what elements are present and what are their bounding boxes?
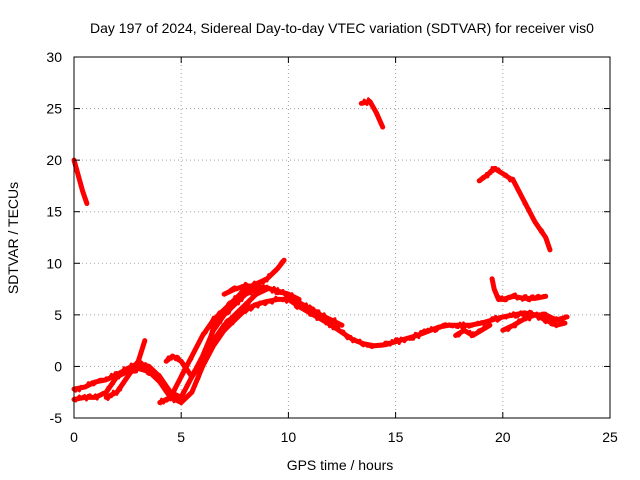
y-tick-label: 25 bbox=[46, 101, 62, 117]
series-noise-arc-3 bbox=[478, 165, 552, 251]
x-tick-label: 5 bbox=[177, 429, 185, 445]
series-noise-arc-13 bbox=[454, 322, 492, 339]
grid-lines bbox=[74, 57, 610, 418]
series-noise-arc-9 bbox=[209, 312, 222, 337]
x-tick-label: 20 bbox=[495, 429, 511, 445]
y-tick-label: 0 bbox=[54, 358, 62, 374]
chart-title: Day 197 of 2024, Sidereal Day-to-day VTE… bbox=[90, 20, 594, 36]
series-noise-arc-6 bbox=[104, 340, 147, 401]
y-tick-label: 30 bbox=[46, 49, 62, 65]
x-tick-label: 25 bbox=[602, 429, 618, 445]
y-tick-label: 20 bbox=[46, 152, 62, 168]
axis-ticks: 0 5 10 15 20 25 -5 0 5 10 15 20 25 30 bbox=[46, 49, 618, 445]
x-tick-label: 15 bbox=[388, 429, 404, 445]
x-tick-label: 0 bbox=[70, 429, 78, 445]
series-noise-arc-1 bbox=[72, 160, 89, 204]
series-noise-arc-8 bbox=[164, 285, 269, 381]
series-noise-arc-12 bbox=[502, 311, 568, 332]
series-noise-arc-2 bbox=[361, 97, 385, 128]
series-noise-arc-10 bbox=[222, 281, 300, 301]
y-tick-label: 10 bbox=[46, 255, 62, 271]
x-tick-label: 10 bbox=[281, 429, 297, 445]
series-noise-arc-4 bbox=[72, 295, 567, 406]
plot-frame bbox=[73, 56, 611, 419]
y-tick-label: 5 bbox=[54, 307, 62, 323]
data-series bbox=[71, 97, 570, 406]
y-axis-label: SDTVAR / TECUs bbox=[5, 182, 21, 294]
series-noise-arc-7 bbox=[158, 259, 286, 406]
x-axis-label: GPS time / hours bbox=[287, 457, 394, 473]
y-tick-label: 15 bbox=[46, 204, 62, 220]
y-tick-label: -5 bbox=[50, 410, 63, 426]
series-noise-arc-11 bbox=[490, 277, 547, 303]
